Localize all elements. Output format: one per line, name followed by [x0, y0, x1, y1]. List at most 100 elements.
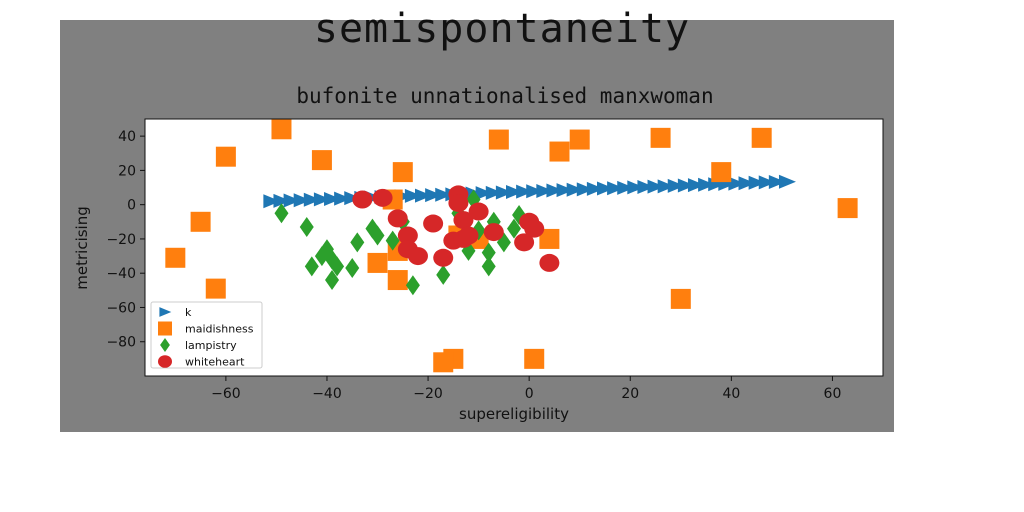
k-point [758, 175, 776, 190]
y-tick-label: 20 [118, 163, 136, 179]
maidishness-point [433, 352, 454, 373]
k-point [586, 181, 604, 196]
y-tick-label: −40 [106, 266, 136, 282]
k-point [526, 184, 544, 199]
maidishness-point [367, 252, 388, 273]
lampistry-point [274, 203, 289, 224]
maidishness-point [569, 129, 590, 150]
x-tick-label: 40 [722, 386, 740, 402]
y-tick-label: 0 [127, 198, 136, 214]
legend-box [150, 301, 263, 369]
k-point [576, 182, 594, 197]
whiteheart-point [453, 211, 474, 230]
k-point [607, 181, 625, 196]
maidishness-point [190, 211, 211, 232]
plot-frame [144, 118, 884, 377]
k-point [778, 174, 796, 189]
legend-label-whiteheart: whiteheart [185, 356, 245, 369]
k-point [334, 191, 352, 206]
k-point [495, 185, 513, 200]
k-point [728, 176, 746, 191]
chart-subtitle: bufonite unnationalised manxwoman [296, 84, 714, 108]
lampistry-point [436, 264, 451, 285]
k-point [293, 193, 311, 208]
whiteheart-point [397, 226, 418, 245]
maidishness-point [271, 119, 292, 140]
lampistry-point [345, 258, 360, 279]
k-point [647, 179, 665, 194]
whiteheart-point [423, 214, 444, 233]
lampistry-point [314, 246, 329, 267]
y-axis-label: metricising [73, 206, 91, 289]
k-point [536, 183, 554, 198]
x-tick-label: 20 [621, 386, 639, 402]
maidishness-point [524, 348, 545, 369]
lampistry-point [350, 232, 365, 253]
series-maidishness [165, 119, 858, 373]
whiteheart-point [458, 226, 479, 245]
whiteheart-point [352, 190, 373, 209]
k-point [425, 188, 443, 203]
legend: k maidishness lampistry whiteheart [150, 301, 263, 369]
k-point [637, 180, 655, 195]
maidishness-point [650, 127, 671, 148]
k-point [556, 183, 574, 198]
lampistry-point [299, 216, 314, 237]
k-point [738, 176, 756, 191]
plot-area [145, 119, 883, 376]
k-point [677, 178, 695, 193]
whiteheart-point [448, 193, 469, 212]
k-point [435, 187, 453, 202]
k-point [516, 184, 534, 199]
k-point [687, 178, 705, 193]
k-point [506, 184, 523, 199]
lampistry-point [319, 239, 334, 260]
maidishness-point [751, 127, 772, 148]
maidishness-point [670, 288, 691, 309]
x-tick-label: −40 [312, 386, 342, 402]
legend-label-k: k [185, 306, 192, 319]
k-point [698, 177, 716, 192]
legend-marker-whiteheart [158, 355, 172, 368]
k-point [324, 192, 342, 207]
maidishness-point [549, 141, 570, 162]
k-point [485, 185, 503, 200]
lampistry-point [481, 242, 496, 263]
whiteheart-point [407, 247, 428, 266]
k-point [546, 183, 564, 198]
x-tick-label: −20 [413, 386, 443, 402]
k-point [273, 193, 291, 208]
whiteheart-point [387, 209, 408, 228]
k-point [303, 192, 321, 207]
legend-marker-maidishness [158, 321, 172, 336]
maidishness-point [837, 198, 858, 219]
lampistry-point [405, 275, 420, 296]
k-point [627, 180, 645, 195]
series-whiteheart [352, 185, 560, 272]
x-tick-label: 60 [824, 386, 842, 402]
k-point [657, 179, 675, 194]
whiteheart-point [433, 248, 454, 267]
maidishness-point [711, 162, 732, 183]
lampistry-point [325, 270, 340, 291]
k-point [475, 186, 493, 201]
maidishness-point [205, 278, 226, 299]
whiteheart-point [483, 223, 504, 242]
y-tick-label: −80 [106, 335, 136, 351]
chart-title: semispontaneity [313, 6, 691, 52]
x-axis-label: supereligibility [459, 405, 569, 423]
k-point [566, 182, 584, 197]
lampistry-point [304, 256, 319, 277]
maidishness-point [215, 146, 236, 167]
y-tick-label: −60 [106, 300, 136, 316]
whiteheart-point [539, 253, 560, 272]
legend-marker-k [159, 307, 172, 317]
y-tick-label: 40 [118, 129, 136, 145]
lampistry-point [385, 230, 400, 251]
x-tick-label: 0 [525, 386, 534, 402]
y-tick-label: −20 [106, 232, 136, 248]
k-point [596, 181, 614, 196]
lampistry-point [370, 225, 385, 246]
legend-marker-lampistry [160, 338, 170, 352]
